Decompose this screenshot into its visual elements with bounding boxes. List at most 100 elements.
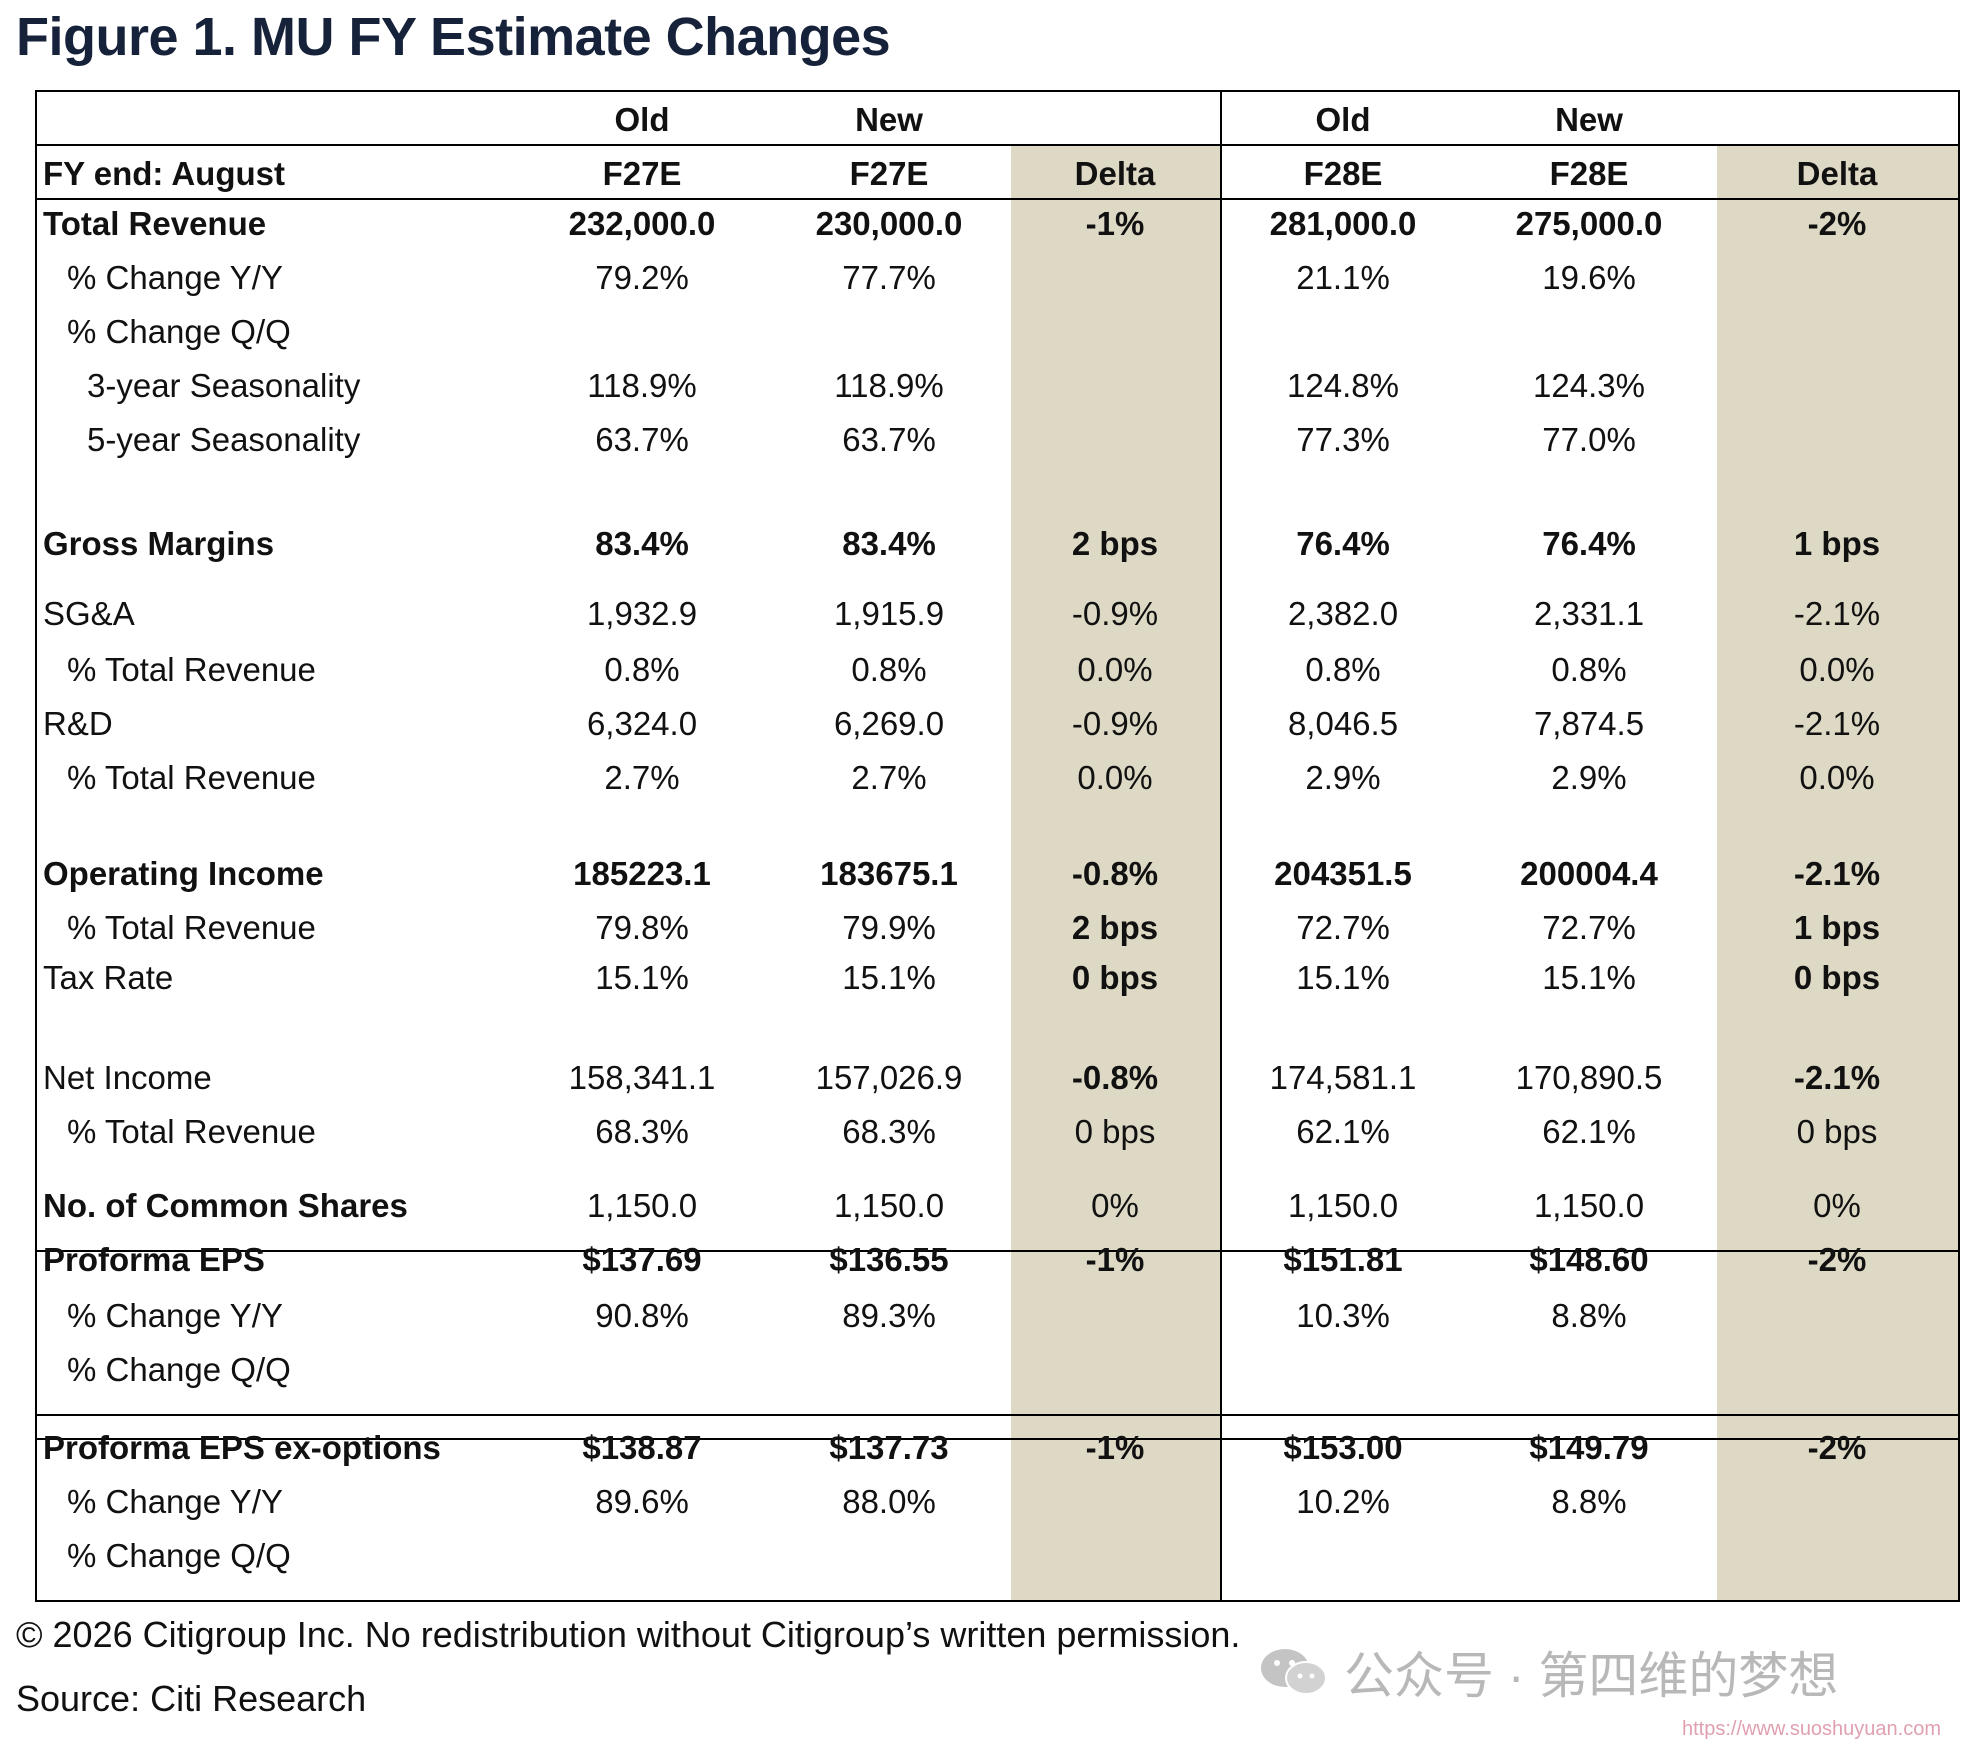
cell-delta-f28: 1 bps xyxy=(1793,909,1881,946)
row-label: % Change Q/Q xyxy=(67,1537,291,1574)
cell-old-f28: 10.2% xyxy=(1296,1483,1390,1520)
cell-delta-f27: -1% xyxy=(1085,205,1145,242)
cell-old-f28: $153.00 xyxy=(1283,1429,1403,1466)
cell-new-f27: 89.3% xyxy=(842,1297,936,1334)
copyright-note: © 2026 Citigroup Inc. No redistribution … xyxy=(16,1614,1241,1655)
header-f27e-new: F27E xyxy=(849,155,929,192)
header-new-f27: New xyxy=(855,101,923,138)
cell-new-f28: 8.8% xyxy=(1551,1483,1627,1520)
cell-old-f28: 204351.5 xyxy=(1274,855,1412,892)
row-label: % Total Revenue xyxy=(67,1113,316,1150)
cell-new-f28: 2.9% xyxy=(1551,759,1627,796)
cell-old-f28: 124.8% xyxy=(1287,367,1399,404)
cell-old-f27: 1,150.0 xyxy=(586,1187,698,1224)
row-label: 5-year Seasonality xyxy=(87,421,361,458)
cell-delta-f27: -1% xyxy=(1085,1241,1145,1278)
cell-old-f27: 1,932.9 xyxy=(586,595,698,632)
delta-column-shade-f27 xyxy=(1011,146,1221,1600)
header-new-f28: New xyxy=(1555,101,1623,138)
cell-new-f28: 8.8% xyxy=(1551,1297,1627,1334)
cell-new-f28: 200004.4 xyxy=(1520,855,1658,892)
cell-delta-f28: -2% xyxy=(1807,1241,1867,1278)
cell-delta-f28: -2% xyxy=(1807,205,1867,242)
cell-old-f27: 79.8% xyxy=(595,909,689,946)
row-label: % Change Q/Q xyxy=(67,313,291,350)
header-old-f27: Old xyxy=(614,101,670,138)
eps-bottom-line-1 xyxy=(37,1414,1958,1416)
row-label: Total Revenue xyxy=(43,205,267,242)
cell-old-f27: $137.69 xyxy=(582,1241,702,1278)
header-fy-end: FY end: August xyxy=(43,155,285,192)
cell-delta-f27: -0.8% xyxy=(1071,1059,1159,1096)
cell-new-f27: 68.3% xyxy=(842,1113,936,1150)
cell-new-f28: $149.79 xyxy=(1529,1429,1649,1466)
cell-old-f28: 72.7% xyxy=(1296,909,1390,946)
cell-old-f27: 15.1% xyxy=(595,959,689,996)
cell-new-f27: 2.7% xyxy=(851,759,927,796)
cell-delta-f28: -2% xyxy=(1807,1429,1867,1466)
cell-old-f27: 83.4% xyxy=(595,525,689,562)
header-f27e-old: F27E xyxy=(602,155,682,192)
cell-new-f27: 183675.1 xyxy=(820,855,958,892)
cell-new-f28: 19.6% xyxy=(1542,259,1636,296)
watermark-text: 公众号 · 第四维的梦想 xyxy=(1344,1648,1839,1704)
cell-delta-f27: -0.8% xyxy=(1071,855,1159,892)
cell-delta-f27: -0.9% xyxy=(1071,595,1159,632)
header-line-1 xyxy=(37,144,1958,146)
cell-old-f28: 21.1% xyxy=(1296,259,1390,296)
header-f28e-old: F28E xyxy=(1303,155,1383,192)
cell-new-f28: 1,150.0 xyxy=(1533,1187,1645,1224)
cell-new-f27: $137.73 xyxy=(829,1429,949,1466)
cell-new-f28: 275,000.0 xyxy=(1515,205,1663,242)
cell-delta-f27: 2 bps xyxy=(1071,525,1159,562)
cell-old-f27: 185223.1 xyxy=(573,855,711,892)
header-f28e-new: F28E xyxy=(1549,155,1629,192)
cell-new-f28: 124.3% xyxy=(1533,367,1645,404)
cell-new-f27: 15.1% xyxy=(842,959,936,996)
cell-new-f27: 77.7% xyxy=(842,259,936,296)
cell-old-f27: 0.8% xyxy=(604,651,680,688)
cell-old-f28: 174,581.1 xyxy=(1269,1059,1417,1096)
cell-old-f28: 76.4% xyxy=(1296,525,1390,562)
cell-delta-f28: 0.0% xyxy=(1799,759,1875,796)
cell-delta-f27: 0 bps xyxy=(1071,959,1159,996)
cell-old-f28: 1,150.0 xyxy=(1287,1187,1399,1224)
cell-delta-f28: -2.1% xyxy=(1793,705,1881,742)
cell-new-f27: 6,269.0 xyxy=(833,705,945,742)
cell-new-f28: 62.1% xyxy=(1542,1113,1636,1150)
cell-old-f28: 10.3% xyxy=(1296,1297,1390,1334)
header-old-f28: Old xyxy=(1315,101,1371,138)
cell-old-f27: 90.8% xyxy=(595,1297,689,1334)
cell-old-f28: 8,046.5 xyxy=(1287,705,1399,742)
header-delta-f27: Delta xyxy=(1074,155,1156,192)
row-label: % Change Y/Y xyxy=(67,259,283,296)
wechat-icon xyxy=(1261,1649,1327,1695)
cell-new-f28: 77.0% xyxy=(1542,421,1636,458)
row-label: % Change Y/Y xyxy=(67,1297,283,1334)
block-divider xyxy=(1220,92,1222,1600)
cell-old-f28: 281,000.0 xyxy=(1269,205,1417,242)
row-label: Proforma EPS ex-options xyxy=(43,1429,441,1466)
cell-old-f27: 6,324.0 xyxy=(586,705,698,742)
cell-old-f27: 68.3% xyxy=(595,1113,689,1150)
row-label: SG&A xyxy=(43,595,135,632)
cell-new-f28: $148.60 xyxy=(1529,1241,1649,1278)
cell-old-f27: 63.7% xyxy=(595,421,689,458)
cell-old-f28: 15.1% xyxy=(1296,959,1390,996)
cell-delta-f27: -0.9% xyxy=(1071,705,1159,742)
row-label: No. of Common Shares xyxy=(43,1187,408,1224)
row-label: Tax Rate xyxy=(43,959,174,996)
row-label: % Change Y/Y xyxy=(67,1483,283,1520)
cell-old-f27: 79.2% xyxy=(595,259,689,296)
header-line-2 xyxy=(37,198,1958,200)
eps-top-line xyxy=(37,1250,1958,1252)
cell-old-f28: 77.3% xyxy=(1296,421,1390,458)
row-label: Proforma EPS xyxy=(43,1241,265,1278)
cell-new-f27: 83.4% xyxy=(842,525,936,562)
cell-delta-f27: -1% xyxy=(1085,1429,1145,1466)
cell-new-f27: 157,026.9 xyxy=(815,1059,963,1096)
cell-old-f28: 2,382.0 xyxy=(1287,595,1399,632)
cell-delta-f28: 1 bps xyxy=(1793,525,1881,562)
source-note: Source: Citi Research xyxy=(16,1678,367,1719)
row-label: % Total Revenue xyxy=(67,759,316,796)
